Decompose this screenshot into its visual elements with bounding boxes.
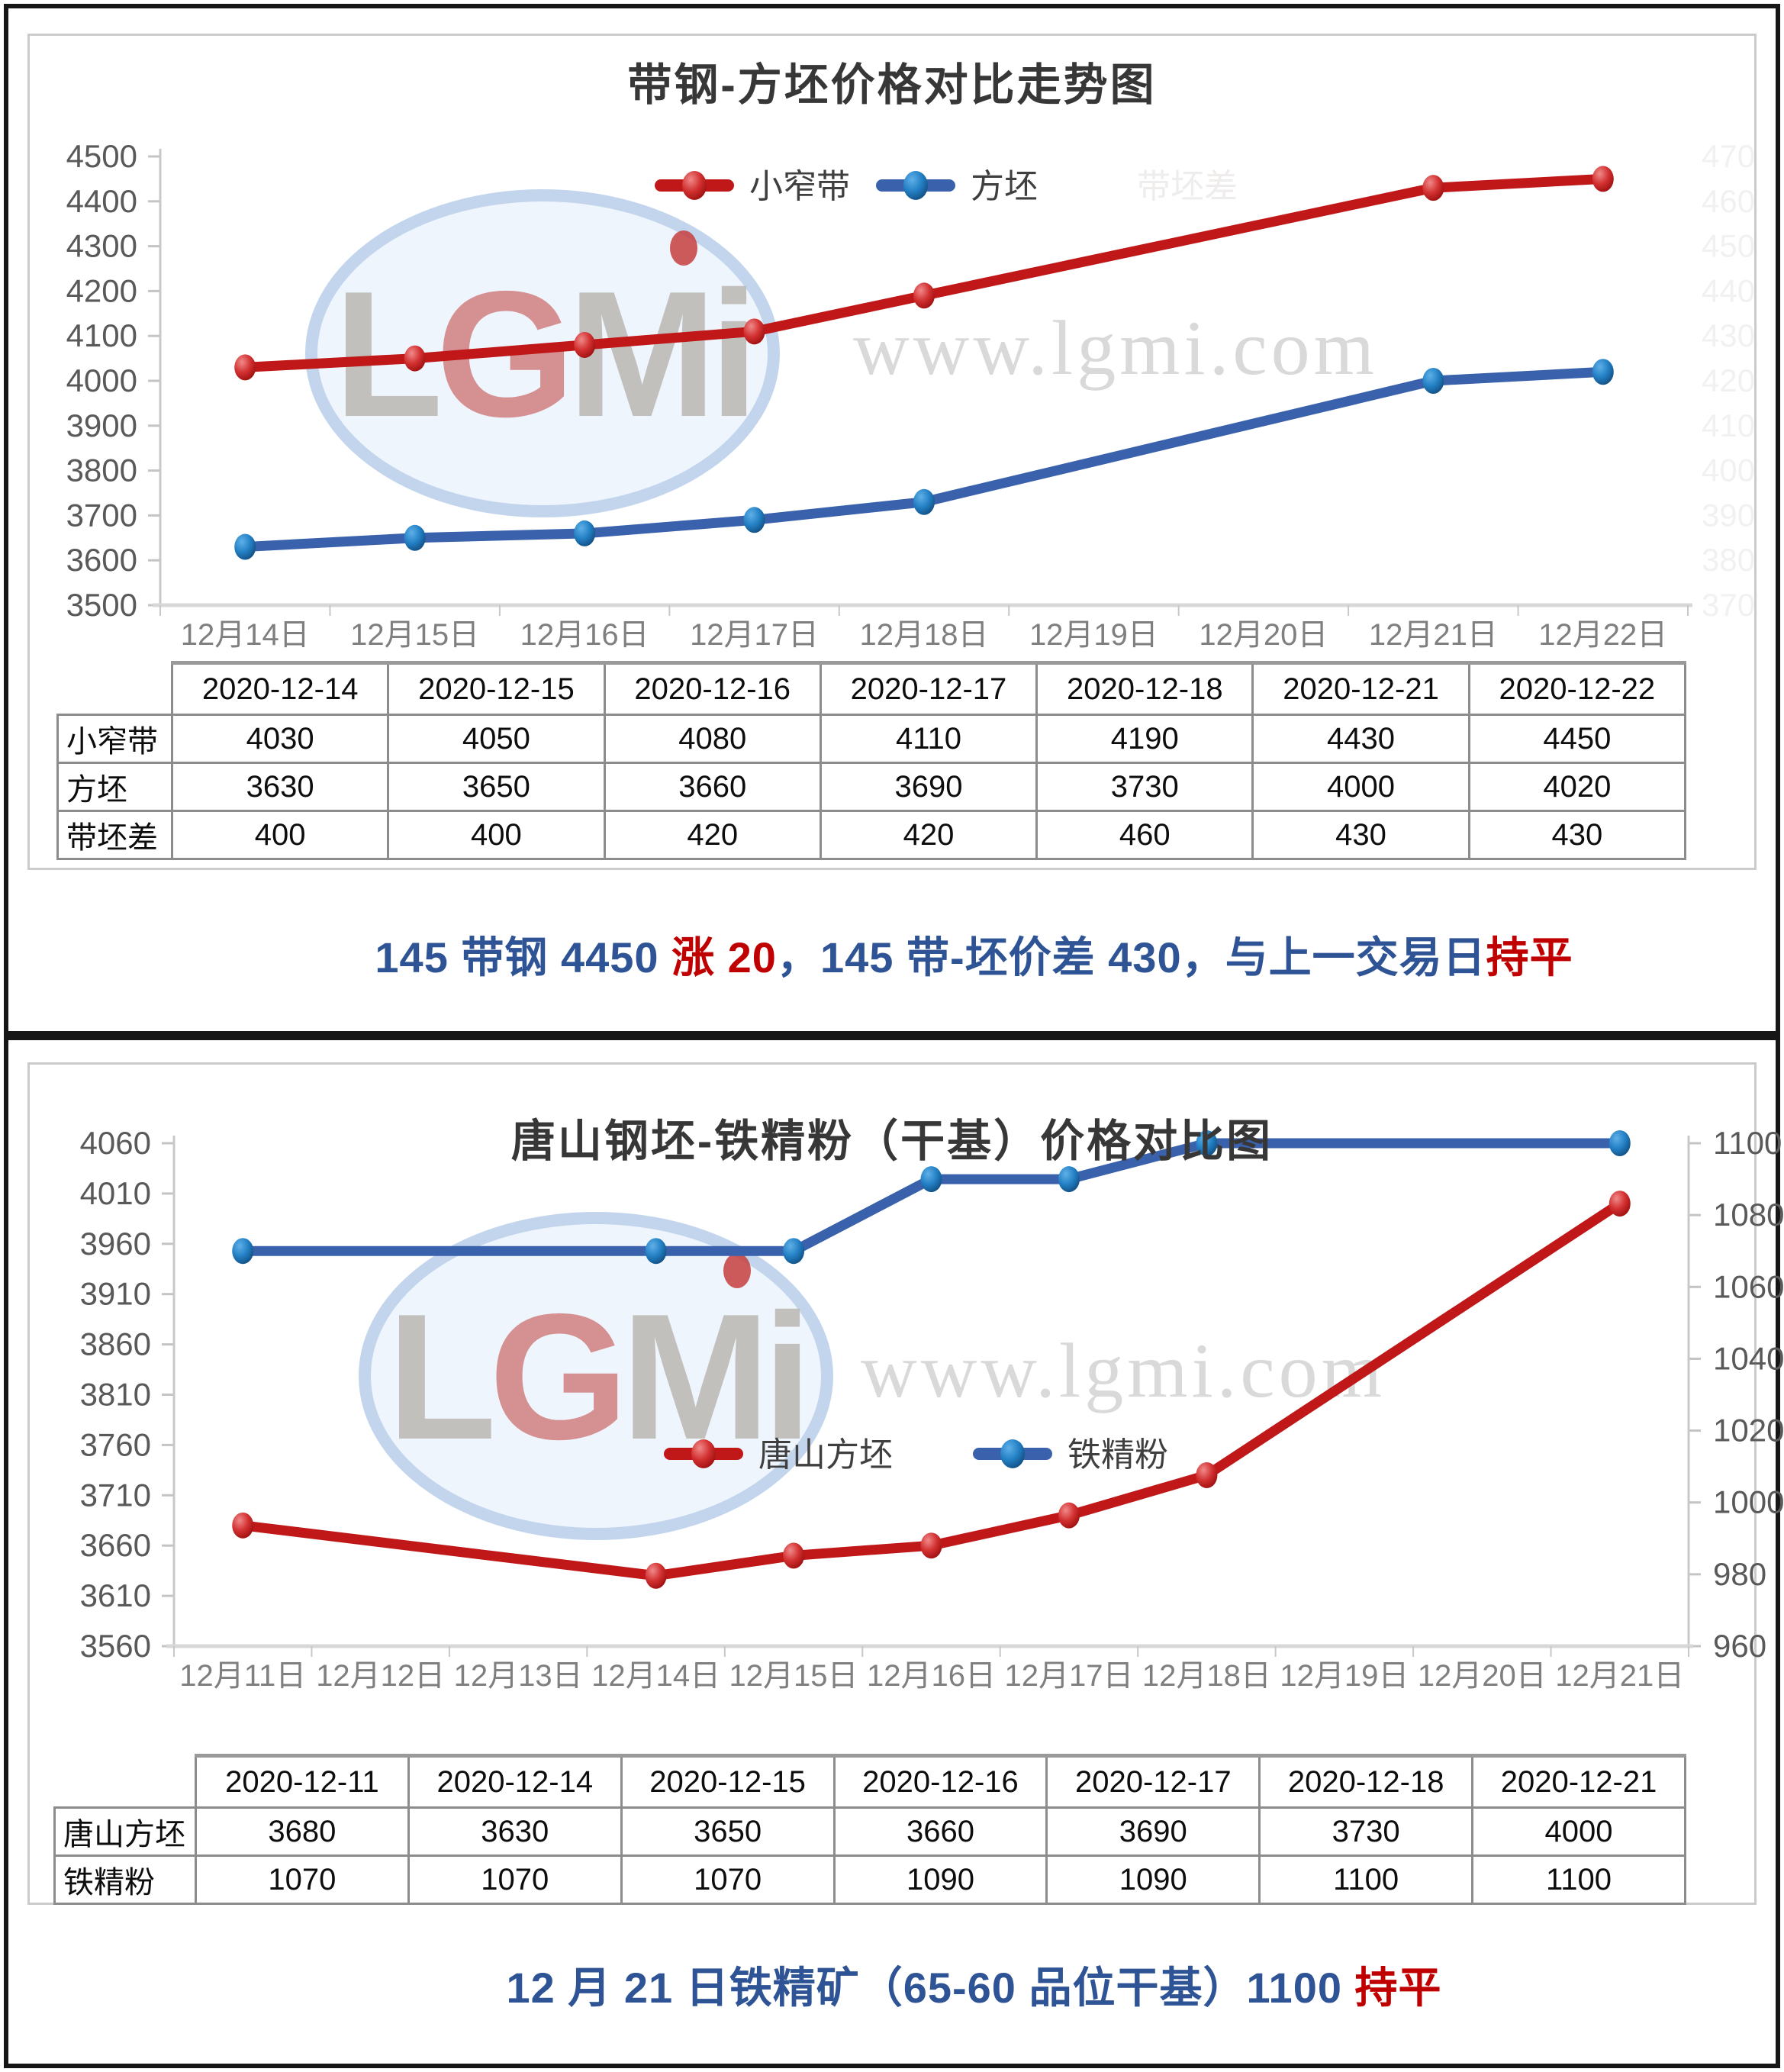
table-value-cell: 3630 xyxy=(170,762,390,812)
lgmi-logo-red-dot-icon xyxy=(723,1253,751,1288)
table-value-cell: 3630 xyxy=(407,1806,623,1857)
table-value-cell: 430 xyxy=(1467,810,1687,860)
table-row: 铁精粉 1070 1070 1070 1090 1090 1100 1100 xyxy=(53,1854,1686,1905)
table-date-header: 2020-12-21 xyxy=(1251,661,1470,716)
table-value-cell: 1090 xyxy=(1045,1854,1261,1905)
table-value-cell: 3730 xyxy=(1258,1806,1474,1857)
bottom-section-frame xyxy=(4,1036,1780,2068)
table-row: 小窄带 4030 4050 4080 4110 4190 4430 4450 xyxy=(56,714,1687,764)
chart1-title: 带钢-方坯价格对比走势图 xyxy=(627,60,1157,110)
table-value-cell: 3660 xyxy=(603,762,822,812)
table-value-cell: 1100 xyxy=(1258,1854,1474,1905)
table-corner-cell xyxy=(55,1756,196,1808)
table-value-cell: 1100 xyxy=(1471,1854,1686,1905)
table-date-header: 2020-12-15 xyxy=(620,1754,836,1809)
summary-segment-blue: ，145 带-坯价差 430，与上一交易日 xyxy=(776,933,1486,981)
table-date-header: 2020-12-16 xyxy=(832,1754,1048,1809)
lgmi-url-watermark: www.lgmi.com xyxy=(861,1328,1386,1414)
table-date-header: 2020-12-22 xyxy=(1467,661,1687,716)
summary-segment-red: 涨 20 xyxy=(671,933,777,981)
price-table: 2020-12-14 2020-12-15 2020-12-16 2020-12-17… xyxy=(56,661,1687,860)
billet-ironore-data-table: 2020-12-11 2020-12-14 2020-12-15 2020-12-16… xyxy=(53,1754,1686,1905)
summary-segment-blue: 145 带钢 4450 xyxy=(375,933,672,981)
table-date-header: 2020-12-21 xyxy=(1471,1754,1686,1809)
table-value-cell: 4000 xyxy=(1251,762,1470,812)
table-date-header: 2020-12-14 xyxy=(407,1754,623,1809)
table-row-label: 铁精粉 xyxy=(53,1854,197,1905)
table-date-header: 2020-12-17 xyxy=(1045,1754,1261,1809)
summary-segment-red: 持平 xyxy=(1486,933,1573,981)
lgmi-logo-letters: LGMi xyxy=(333,253,758,454)
table-row-label: 方坯 xyxy=(56,762,173,812)
table-date-header: 2020-12-18 xyxy=(1258,1754,1474,1809)
table-date-header: 2020-12-18 xyxy=(1035,661,1254,716)
ironore-summary-text: 12 月 21 日铁精矿（65-60 品位干基）1100 持平 xyxy=(0,1954,1784,2016)
table-date-header: 2020-12-17 xyxy=(819,661,1039,716)
lgmi-logo-watermark: LGMi xyxy=(305,189,780,517)
table-value-cell: 1090 xyxy=(832,1854,1048,1905)
table-value-cell: 4050 xyxy=(387,714,606,764)
strip-summary-text: 145 带钢 4450 涨 20，145 带-坯价差 430，与上一交易日持平 xyxy=(0,923,1784,985)
table-row-label: 小窄带 xyxy=(56,714,173,764)
table-value-cell: 3650 xyxy=(620,1806,836,1857)
table-value-cell: 3730 xyxy=(1035,762,1254,812)
table-date-header: 2020-12-11 xyxy=(195,1754,410,1809)
table-value-cell: 1070 xyxy=(620,1854,836,1905)
table-value-cell: 4080 xyxy=(603,714,822,764)
table-value-cell: 4030 xyxy=(170,714,390,764)
summary-segment-blue: 12 月 21 日铁精矿（65-60 品位干基）1100 xyxy=(506,1964,1355,2012)
lgmi-logo-red-dot-icon xyxy=(670,230,697,266)
top-section-frame xyxy=(4,4,1780,1036)
table-date-header: 2020-12-14 xyxy=(170,661,390,716)
table-row-label: 唐山方坯 xyxy=(53,1806,197,1857)
lgmi-url-watermark: www.lgmi.com xyxy=(853,305,1378,392)
chart2-title: 唐山钢坯-铁精粉（干基）价格对比图 xyxy=(510,1117,1274,1166)
table-value-cell: 3690 xyxy=(819,762,1039,812)
table-value-cell: 1070 xyxy=(195,1854,410,1905)
table-value-cell: 4190 xyxy=(1035,714,1254,764)
table-value-cell: 420 xyxy=(603,810,822,860)
summary-segment-red: 持平 xyxy=(1354,1964,1442,2012)
table-value-cell: 3660 xyxy=(832,1806,1048,1857)
table-value-cell: 4450 xyxy=(1467,714,1687,764)
table-row: 唐山方坯 3680 3630 3650 3660 3690 3730 4000 xyxy=(53,1806,1686,1857)
table-row: 带坯差 400 400 420 420 460 430 430 xyxy=(56,810,1687,860)
strip-billet-data-table: 2020-12-14 2020-12-15 2020-12-16 2020-12-17… xyxy=(56,661,1687,860)
table-value-cell: 4000 xyxy=(1471,1806,1686,1857)
table-value-cell: 1070 xyxy=(407,1854,623,1905)
table-value-cell: 4110 xyxy=(819,714,1039,764)
table-value-cell: 400 xyxy=(170,810,390,860)
table-corner-cell xyxy=(58,663,172,715)
table-row: 方坯 3630 3650 3660 3690 3730 4000 4020 xyxy=(56,762,1687,812)
lgmi-logo-letters: LGMi xyxy=(387,1275,812,1477)
table-value-cell: 4020 xyxy=(1467,762,1687,812)
table-value-cell: 460 xyxy=(1035,810,1254,860)
lgmi-logo-watermark: LGMi xyxy=(359,1212,833,1540)
table-value-cell: 4430 xyxy=(1251,714,1470,764)
table-row-label: 带坯差 xyxy=(56,810,173,860)
table-value-cell: 430 xyxy=(1251,810,1470,860)
table-value-cell: 420 xyxy=(819,810,1039,860)
price-table: 2020-12-11 2020-12-14 2020-12-15 2020-12-16… xyxy=(53,1754,1686,1905)
table-date-header: 2020-12-15 xyxy=(387,661,606,716)
table-value-cell: 3650 xyxy=(387,762,606,812)
table-value-cell: 3680 xyxy=(195,1806,410,1857)
table-date-header: 2020-12-16 xyxy=(603,661,822,716)
table-value-cell: 3690 xyxy=(1045,1806,1261,1857)
table-value-cell: 400 xyxy=(387,810,606,860)
